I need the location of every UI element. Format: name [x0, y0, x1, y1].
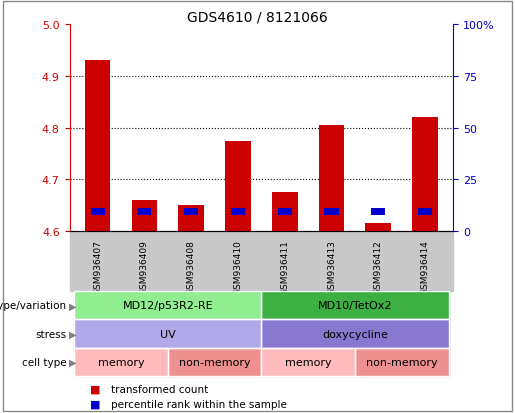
Bar: [131, 201, 157, 232]
Bar: [225, 141, 251, 232]
Text: ■: ■: [90, 384, 100, 394]
Text: ▶: ▶: [68, 301, 76, 311]
Bar: [418, 209, 432, 215]
Text: transformed count: transformed count: [111, 384, 208, 394]
Text: stress: stress: [36, 329, 67, 339]
Text: ▶: ▶: [68, 329, 76, 339]
Bar: [366, 224, 391, 232]
Bar: [278, 209, 292, 215]
Text: cell type: cell type: [22, 357, 67, 367]
Bar: [231, 209, 245, 215]
Text: genotype/variation: genotype/variation: [0, 301, 67, 311]
Text: percentile rank within the sample: percentile rank within the sample: [111, 399, 287, 409]
Bar: [413, 118, 438, 232]
Bar: [178, 206, 204, 232]
Text: GDS4610 / 8121066: GDS4610 / 8121066: [187, 10, 328, 24]
Text: MD10/TetOx2: MD10/TetOx2: [318, 301, 392, 311]
Text: non-memory: non-memory: [366, 357, 438, 367]
Bar: [324, 209, 339, 215]
Text: ■: ■: [90, 399, 100, 409]
Bar: [319, 126, 345, 232]
Bar: [184, 209, 198, 215]
Text: ▶: ▶: [68, 357, 76, 367]
Text: memory: memory: [285, 357, 332, 367]
Text: doxycycline: doxycycline: [322, 329, 388, 339]
Bar: [85, 61, 110, 232]
Bar: [138, 209, 151, 215]
Bar: [371, 209, 385, 215]
Bar: [272, 193, 298, 232]
Text: memory: memory: [98, 357, 144, 367]
Bar: [91, 209, 105, 215]
Text: non-memory: non-memory: [179, 357, 250, 367]
Text: MD12/p53R2-RE: MD12/p53R2-RE: [123, 301, 213, 311]
Text: UV: UV: [160, 329, 176, 339]
